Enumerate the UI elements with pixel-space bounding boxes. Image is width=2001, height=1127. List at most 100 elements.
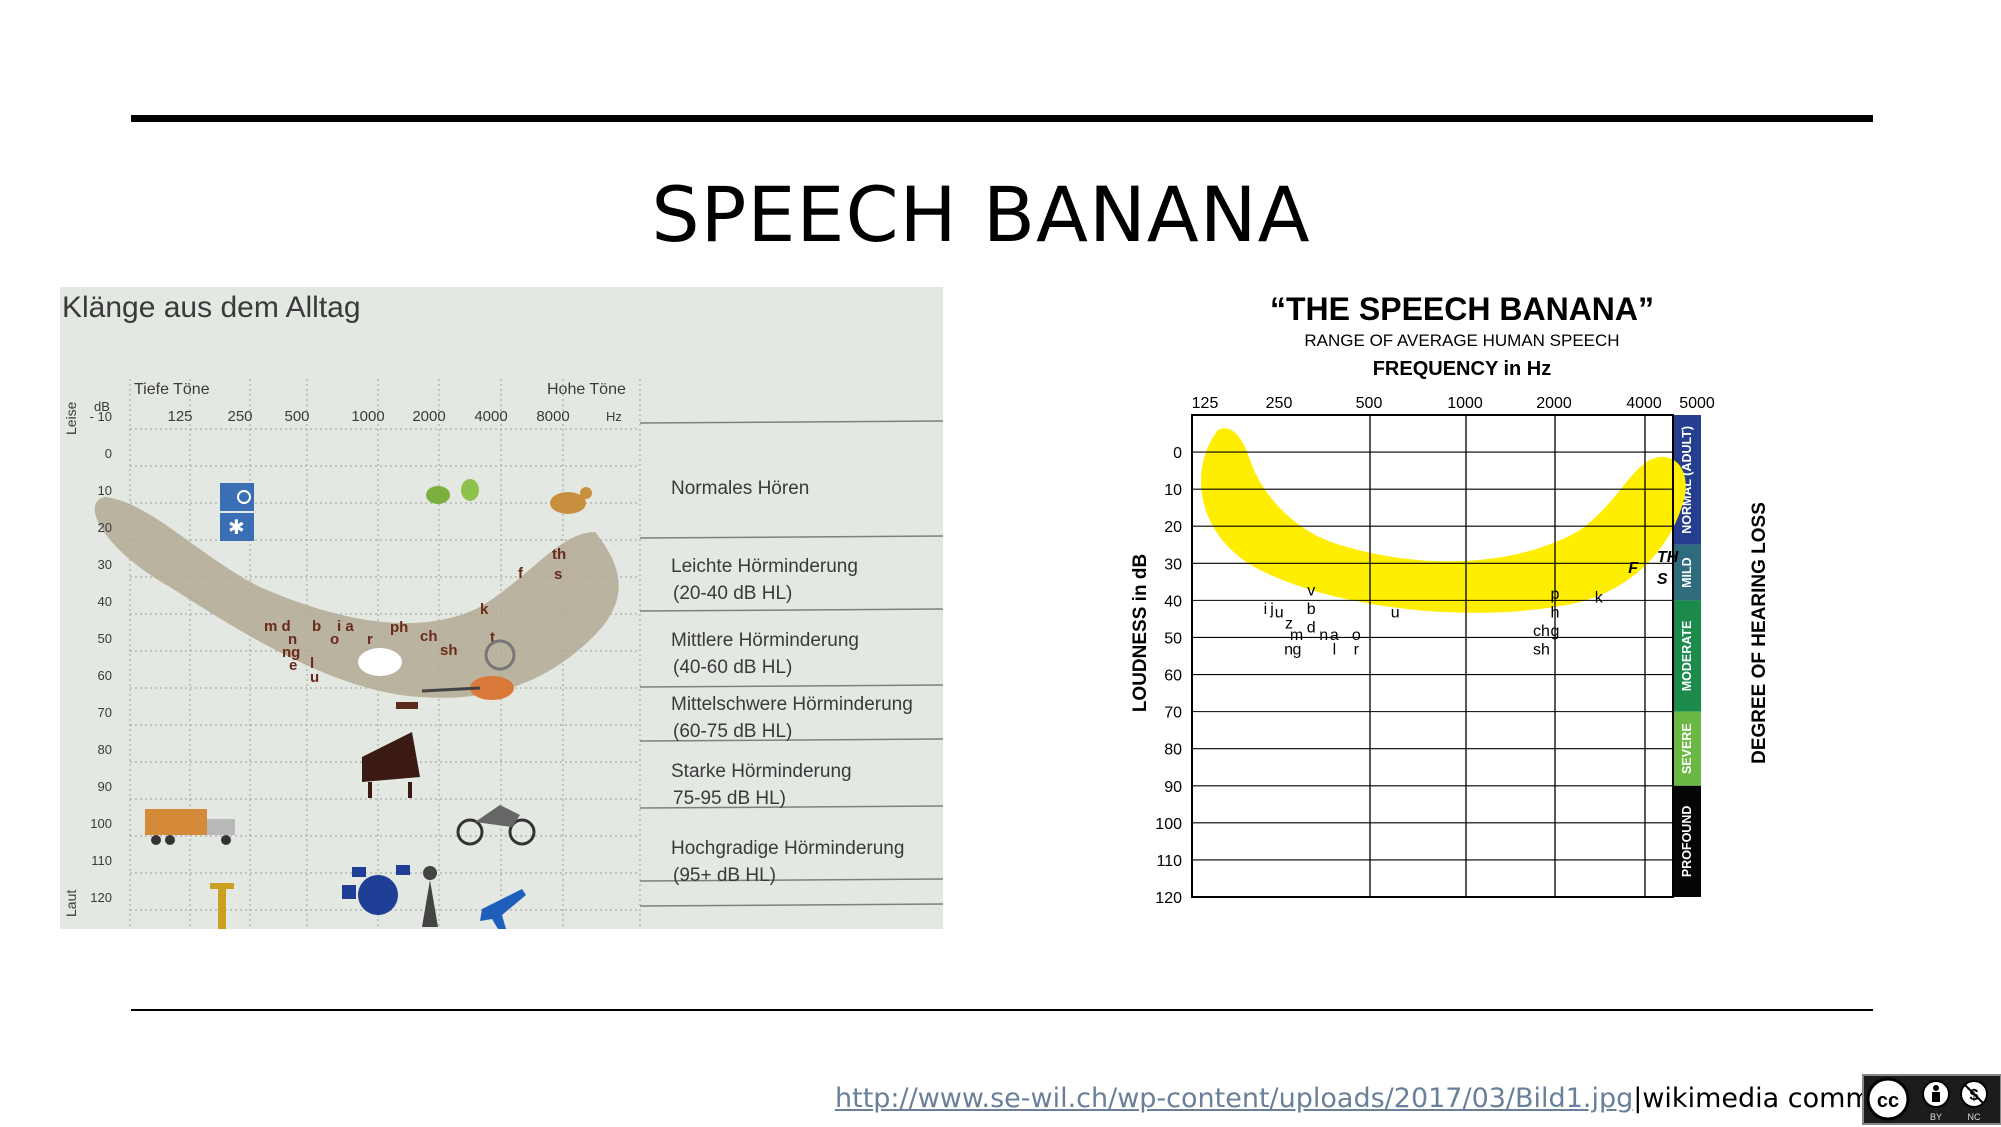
- bird-icon: [550, 487, 592, 514]
- degree-label-2: MODERATE: [1680, 621, 1694, 692]
- phoneme-F: F: [1628, 560, 1639, 577]
- phoneme-n: n: [1319, 627, 1328, 644]
- photo-freq-tick-2000: 2000: [412, 408, 445, 425]
- photo-phoneme: ch: [420, 628, 438, 645]
- band-range-2: (40-60 dB HL): [673, 657, 792, 678]
- high-tones-label: Hohe Töne: [547, 381, 626, 398]
- drums-icon: [342, 865, 410, 915]
- photo-phoneme: e: [289, 657, 297, 674]
- leaf-icon: [426, 479, 479, 504]
- x-tick-2000: 2000: [1536, 395, 1572, 412]
- by-person-icon: [1922, 1080, 1950, 1108]
- phoneme-p: p: [1551, 586, 1560, 603]
- y-tick-20: 20: [1164, 519, 1182, 536]
- photo-freq-tick-8000: 8000: [536, 408, 569, 425]
- degree-bars: NORMAL (ADULT) MILD MODERATE SEVERE PROFOUND: [1673, 415, 1701, 897]
- phoneme-S: S: [1657, 571, 1668, 588]
- photo-db-tick-2: 10: [98, 483, 112, 498]
- photo-freq-tick-125: 125: [167, 408, 192, 425]
- photo-db-tick-9: 80: [98, 742, 112, 757]
- photo-phoneme: n: [288, 631, 297, 648]
- phoneme-b: b: [1307, 601, 1316, 618]
- hearing-loss-axis-label: DEGREE OF HEARING LOSS: [1749, 502, 1770, 764]
- cc-nc-label: NC: [1968, 1112, 1981, 1122]
- razor-icon: [396, 702, 418, 709]
- degree-bar-4: [1673, 785, 1701, 897]
- degree-bar-3: [1673, 711, 1701, 786]
- y-axis-label: LOUDNESS in dB: [1130, 554, 1151, 712]
- phoneme-ch: ch: [1533, 623, 1550, 640]
- photo-phoneme: r: [367, 631, 373, 648]
- source-link[interactable]: http://www.se-wil.ch/wp-content/uploads/…: [835, 1083, 1634, 1114]
- snowflake-icon: ✱: [220, 513, 254, 541]
- phoneme-g: g: [1293, 642, 1302, 659]
- degree-label-3: SEVERE: [1680, 723, 1694, 774]
- phoneme-h: h: [1551, 605, 1560, 622]
- photo-db-ticks: - 10 0 10 20 30 40 50 60 70 80 90 100 110 120: [90, 409, 112, 905]
- y-tick-30: 30: [1164, 556, 1182, 573]
- slide-title: SPEECH BANANA: [651, 170, 1311, 259]
- photo-phoneme: t: [490, 629, 495, 646]
- photo-phoneme: sh: [440, 642, 458, 659]
- bottom-rule: [131, 1009, 1873, 1011]
- jackhammer-icon: [210, 883, 234, 929]
- photo-band-labels: Normales Hören Leichte Hörminderung (20-40…: [671, 478, 913, 886]
- photo-db-tick-3: 20: [98, 520, 112, 535]
- phoneme-r: r: [1354, 642, 1360, 659]
- photo-db-tick-4: 30: [98, 557, 112, 572]
- chart-grid: [1191, 414, 1674, 898]
- speech-bubble-icon: [358, 648, 402, 676]
- phoneme-o: o: [1352, 627, 1361, 644]
- degree-label-0: NORMAL (ADULT): [1680, 426, 1694, 534]
- photo-freq-ticks: 125 250 500 1000 2000 4000 8000: [167, 408, 569, 425]
- y-tick-100: 100: [1155, 816, 1182, 833]
- photo-phoneme: ph: [390, 619, 408, 636]
- band-label-3: Mittelschwere Hörminderung: [671, 694, 913, 715]
- band-label-1: Leichte Hörminderung: [671, 556, 858, 577]
- band-range-5: (95+ dB HL): [673, 865, 776, 886]
- piano-icon: [362, 732, 420, 798]
- phoneme-m: m: [1290, 627, 1303, 644]
- y-tick-10: 10: [1164, 482, 1182, 499]
- phoneme-z: z: [1285, 616, 1293, 633]
- phoneme-a: a: [1330, 627, 1339, 644]
- photo-phoneme: l: [310, 655, 314, 672]
- y-tick-60: 60: [1164, 668, 1182, 685]
- db-unit: dB: [94, 399, 110, 414]
- low-tones-label: Tiefe Töne: [134, 381, 210, 398]
- photo-title: Klänge aus dem Alltag: [62, 291, 361, 324]
- phoneme-l: l: [1333, 642, 1337, 659]
- photo-phoneme: i a: [337, 618, 354, 635]
- speech-banana-shape: [1201, 428, 1686, 613]
- photo-freq-tick-1000: 1000: [351, 408, 384, 425]
- degree-label-4: PROFOUND: [1680, 806, 1694, 878]
- x-tick-125: 125: [1192, 395, 1219, 412]
- band-label-5: Hochgradige Hörminderung: [671, 838, 904, 859]
- motorcycle-icon: [456, 805, 536, 846]
- phoneme-g: g: [1551, 623, 1560, 640]
- photo-db-tick-7: 60: [98, 668, 112, 683]
- photo-phoneme: m d: [264, 618, 291, 635]
- band-range-3: (60-75 dB HL): [673, 721, 792, 742]
- y-tick-40: 40: [1164, 593, 1182, 610]
- phoneme-u: u: [1275, 605, 1284, 622]
- y-tick-50: 50: [1164, 630, 1182, 647]
- photo-phoneme: u: [310, 669, 319, 686]
- nc-dollar-icon: $: [1960, 1080, 1988, 1108]
- svg-text:$: $: [1970, 1087, 1979, 1104]
- degree-bar-2: [1673, 600, 1701, 712]
- y-tick-70: 70: [1164, 705, 1182, 722]
- photo-db-tick-1: 0: [105, 446, 112, 461]
- photo-db-tick-13: 120: [90, 890, 112, 905]
- person-icon: [422, 866, 438, 927]
- photo-phoneme: k: [480, 601, 489, 618]
- cc-icon: cc: [1866, 1077, 1910, 1121]
- x-tick-4000: 4000: [1626, 395, 1662, 412]
- footer-credit: http://www.se-wil.ch/wp-content/uploads/…: [835, 1083, 1919, 1114]
- degree-label-1: MILD: [1680, 557, 1694, 588]
- banana-fill: [1201, 428, 1686, 613]
- phoneme-d: d: [1307, 619, 1316, 636]
- phoneme-j: j: [1269, 601, 1274, 618]
- phoneme-u: u: [1391, 605, 1400, 622]
